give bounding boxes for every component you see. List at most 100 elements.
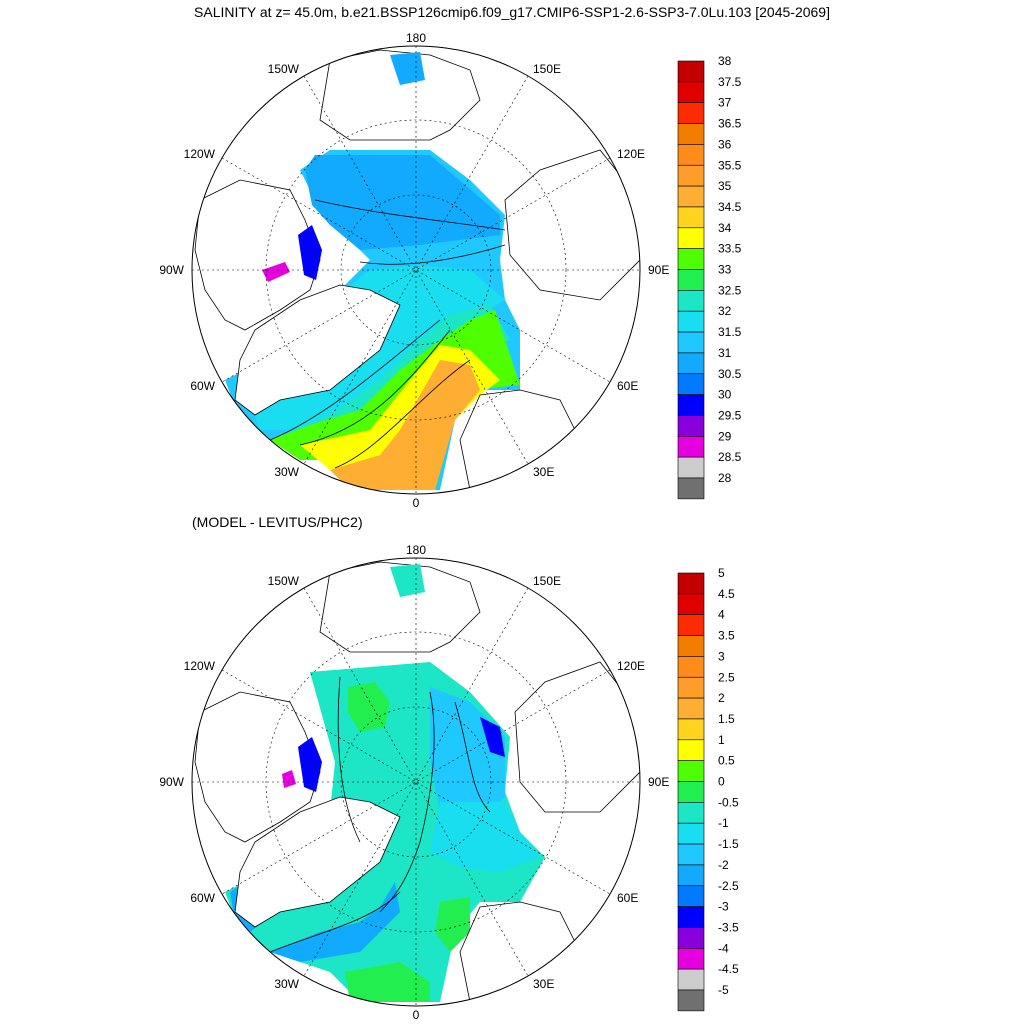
lon-label-150w: 150W [268,62,300,76]
hudson-purple-fill [262,262,290,282]
colorbar-label: -0.5 [718,795,739,809]
atlantic-core-fill [330,360,480,490]
colorbar-swatch [677,656,705,678]
green-patch-fill [435,897,470,952]
colorbar-label: 28.5 [718,450,742,464]
colorbar-swatch [677,572,705,595]
greenland-land [234,796,401,928]
colorbar-swatch [677,435,705,458]
green-patch-fill [345,962,430,1002]
colorbar-label: -4 [718,941,729,955]
lon-label-60e: 60E [617,379,638,393]
colorbar-swatch [677,885,705,907]
lon-label-60w: 60W [190,379,215,393]
lon-label-90w: 90W [159,263,184,277]
colorbar-label: -3 [718,900,729,914]
graticule [192,558,640,1006]
colorbar-swatch [677,593,705,615]
lon-label-150e: 150E [533,62,561,76]
siberia-land [514,661,640,813]
lon-label-0: 0 [413,1008,420,1022]
colorbar-swatch [677,477,705,500]
colorbar-swatch [677,989,705,1012]
difference-subtitle: (MODEL - LEVITUS/PHC2) [192,514,363,530]
greenland-land [234,284,401,416]
colorbar-swatch [677,102,705,124]
contour-line [269,891,401,953]
colorbar-swatch [677,676,705,699]
colorbar-label: 2.5 [718,670,735,684]
contour-line [359,244,506,265]
colorbar-label: 38 [718,54,732,68]
colorbar-label: 4.5 [718,587,735,601]
colorbar-swatch [677,227,705,249]
difference-colorbar: 5 4.5 4 3.5 3 2.5 2 1.5 1 0.5 0 -0.5 -1 -1.5 -2 -2.5 -3 -… [677,566,739,1012]
lon-label-90e: 90E [648,263,669,277]
colorbar-label: 1.5 [718,712,735,726]
colorbar-label: 35.5 [718,158,742,172]
colorbar-label: -1 [718,816,729,830]
colorbar-swatch [677,456,705,479]
archipelago-land [194,691,321,843]
colorbar-swatch [677,864,705,887]
map-boundary [191,45,641,495]
lon-label-150e: 150E [533,574,561,588]
colorbar-swatch [677,968,705,991]
colorbar-swatch [677,269,705,291]
colorbar-swatch [677,415,705,437]
lon-label-180: 180 [406,31,426,45]
contour-line [454,701,491,813]
difference-field [192,558,640,1006]
colorbar-swatch [677,81,705,103]
colorbar-swatch [677,373,705,395]
colorbar-swatch [677,123,705,145]
colorbar-label: 32.5 [718,283,742,297]
colorbar-label: 31.5 [718,325,742,339]
salinity-map-panel: 180 150E 120E 90E 60E 30E 0 30W 60W 90W … [159,31,742,510]
colorbar-label: 30 [718,388,732,402]
fram-strait-fill [270,882,400,962]
colorbar-swatch [677,718,705,741]
colorbar-swatch [677,781,705,803]
colorbar-label: -2.5 [718,879,739,893]
lon-label-30w: 30W [274,465,299,479]
colorbar-swatch [677,739,705,761]
colorbar-label: 0.5 [718,754,735,768]
colorbar-label: -1.5 [718,837,739,851]
colorbar-label: 34 [718,221,732,235]
difference-map-panel: 180 150E 120E 90E 60E 30E 0 30W 60W 90W … [159,543,739,1022]
colorbar-label: 5 [718,566,725,580]
colorbar-label: 34.5 [718,200,742,214]
colorbar-label: 30.5 [718,367,742,381]
colorbar-label: 29 [718,429,732,443]
colorbar-swatch [677,310,705,333]
lon-label-30w: 30W [274,977,299,991]
alaska-land [319,561,481,653]
colorbar-swatch [677,352,705,375]
baffin-dark-fill [298,225,322,280]
baffin-dark-fill [298,737,322,792]
colorbar-label: -2 [718,858,729,872]
central-light-fill [430,802,540,872]
salinity-field [192,46,640,494]
canada-basin-fill [305,155,500,250]
colorbar-swatch [677,947,705,970]
lon-label-90e: 90E [648,775,669,789]
colorbar-label: 28 [718,471,732,485]
colorbar-swatch [677,822,705,845]
colorbar-swatch [677,843,705,866]
colorbar-swatch [677,144,705,166]
lon-label-120w: 120W [184,147,216,161]
colorbar-swatch [677,927,705,949]
colorbar-swatch [677,394,705,416]
laptev-dark-fill [480,717,505,757]
colorbar-swatch [677,697,705,720]
colorbar-label: 2 [718,691,725,705]
colorbar-label: -3.5 [718,920,739,934]
colorbar-label: 37.5 [718,75,742,89]
colorbar-label: 31 [718,346,732,360]
lon-label-60e: 60E [617,891,638,905]
colorbar-label: 0 [718,775,725,789]
lon-label-30e: 30E [533,977,554,991]
graticule [192,46,640,494]
